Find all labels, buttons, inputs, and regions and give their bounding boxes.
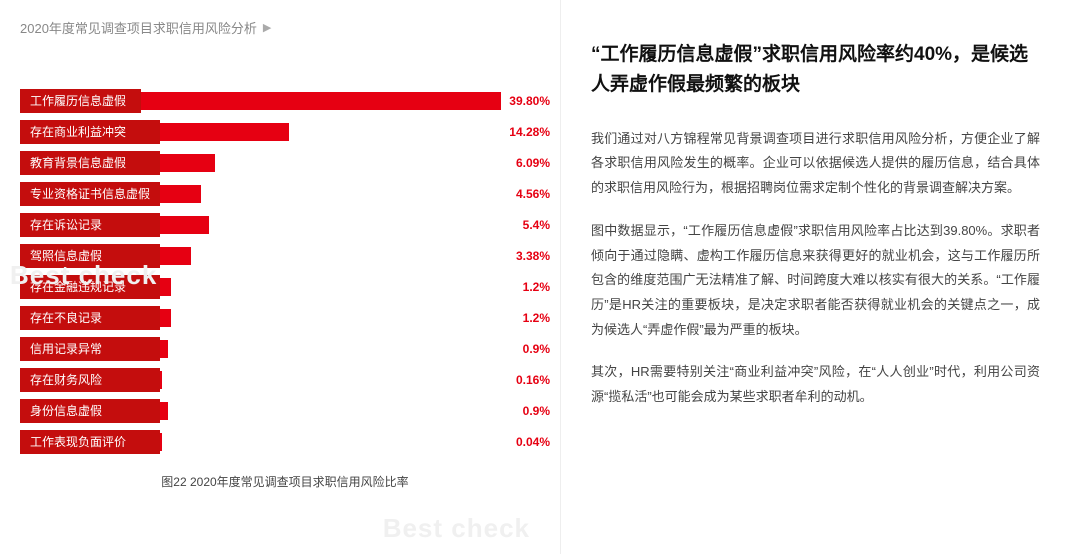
section-title: 2020年度常见调查项目求职信用风险分析 ▶ (20, 18, 550, 37)
risk-bar-chart: 工作履历信息虚假 39.80% 存在商业利益冲突 14.28% 教育背景信息虚假 6.09… (20, 87, 550, 455)
chart-bar (160, 340, 168, 358)
chart-row-label: 驾照信息虚假 (20, 244, 160, 268)
left-panel: Best check 2020年度常见调查项目求职信用风险分析 ▶ 工作履历信息… (0, 0, 560, 554)
chart-bar-area: 6.09% (160, 151, 550, 175)
chart-row: 存在诉讼记录 5.4% (20, 211, 550, 238)
chart-bar-area: 0.9% (160, 337, 550, 361)
chart-bar-area: 39.80% (141, 89, 550, 113)
body-paragraphs: 我们通过对八方锦程常见背景调查项目进行求职信用风险分析，方便企业了解各求职信用风… (591, 127, 1040, 410)
chart-row: 教育背景信息虚假 6.09% (20, 149, 550, 176)
chart-row-value: 6.09% (508, 156, 550, 170)
chart-row-label: 教育背景信息虚假 (20, 151, 160, 175)
chart-bar-area: 14.28% (160, 120, 550, 144)
chart-row: 存在金融违规记录 1.2% (20, 273, 550, 300)
chart-row-label: 存在诉讼记录 (20, 213, 160, 237)
chart-row-label: 信用记录异常 (20, 337, 160, 361)
chart-bar (160, 216, 209, 234)
chart-bar-area: 1.2% (160, 306, 550, 330)
chart-row-label: 存在商业利益冲突 (20, 120, 160, 144)
chart-bar-area: 1.2% (160, 275, 550, 299)
chart-row-value: 1.2% (515, 280, 550, 294)
chart-bar-area: 3.38% (160, 244, 550, 268)
page: Best check 2020年度常见调查项目求职信用风险分析 ▶ 工作履历信息… (0, 0, 1080, 554)
chart-bar (160, 402, 168, 420)
chart-bar (160, 154, 215, 172)
breadcrumb-arrow-icon: ▶ (263, 21, 271, 34)
chart-bar (160, 185, 201, 203)
chart-row-value: 4.56% (508, 187, 550, 201)
chart-caption: 图22 2020年度常见调查项目求职信用风险比率 (20, 473, 550, 490)
chart-row-label: 工作履历信息虚假 (20, 89, 141, 113)
chart-row: 存在商业利益冲突 14.28% (20, 118, 550, 145)
chart-bar-area: 0.04% (160, 430, 550, 454)
chart-row-value: 5.4% (515, 218, 550, 232)
chart-row-value: 0.9% (515, 404, 550, 418)
chart-bar-area: 0.16% (160, 368, 550, 392)
chart-bar (160, 433, 162, 451)
chart-row-value: 0.9% (515, 342, 550, 356)
chart-row-value: 39.80% (501, 94, 550, 108)
chart-bar (160, 278, 171, 296)
headline: “工作履历信息虚假”求职信用风险率约40%，是候选人弄虚作假最频繁的板块 (591, 40, 1040, 101)
chart-row-label: 存在财务风险 (20, 368, 160, 392)
chart-row-label: 专业资格证书信息虚假 (20, 182, 160, 206)
chart-row-value: 1.2% (515, 311, 550, 325)
chart-bar (160, 371, 162, 389)
paragraph: 图中数据显示，“工作履历信息虚假”求职信用风险率占比达到39.80%。求职者倾向… (591, 219, 1040, 342)
chart-bar (160, 247, 191, 265)
watermark: Best check (383, 513, 530, 544)
chart-row-label: 身份信息虚假 (20, 399, 160, 423)
chart-bar-area: 5.4% (160, 213, 550, 237)
chart-row: 工作履历信息虚假 39.80% (20, 87, 550, 114)
chart-row-value: 14.28% (501, 125, 550, 139)
chart-row-value: 3.38% (508, 249, 550, 263)
chart-row: 工作表现负面评价 0.04% (20, 428, 550, 455)
chart-row-label: 存在不良记录 (20, 306, 160, 330)
right-panel: “工作履历信息虚假”求职信用风险率约40%，是候选人弄虚作假最频繁的板块 我们通… (560, 0, 1080, 554)
chart-row-label: 存在金融违规记录 (20, 275, 160, 299)
chart-bar (160, 309, 171, 327)
chart-row: 存在财务风险 0.16% (20, 366, 550, 393)
section-title-text: 2020年度常见调查项目求职信用风险分析 (20, 18, 257, 37)
chart-row-value: 0.16% (508, 373, 550, 387)
chart-row: 存在不良记录 1.2% (20, 304, 550, 331)
chart-row: 身份信息虚假 0.9% (20, 397, 550, 424)
chart-row: 信用记录异常 0.9% (20, 335, 550, 362)
chart-row: 专业资格证书信息虚假 4.56% (20, 180, 550, 207)
chart-row-value: 0.04% (508, 435, 550, 449)
chart-bar-area: 0.9% (160, 399, 550, 423)
chart-bar (160, 123, 289, 141)
paragraph: 其次，HR需要特别关注“商业利益冲突”风险，在“人人创业”时代，利用公司资源“揽… (591, 360, 1040, 409)
chart-bar-area: 4.56% (160, 182, 550, 206)
chart-bar (141, 92, 501, 110)
chart-row-label: 工作表现负面评价 (20, 430, 160, 454)
chart-row: 驾照信息虚假 3.38% (20, 242, 550, 269)
paragraph: 我们通过对八方锦程常见背景调查项目进行求职信用风险分析，方便企业了解各求职信用风… (591, 127, 1040, 201)
